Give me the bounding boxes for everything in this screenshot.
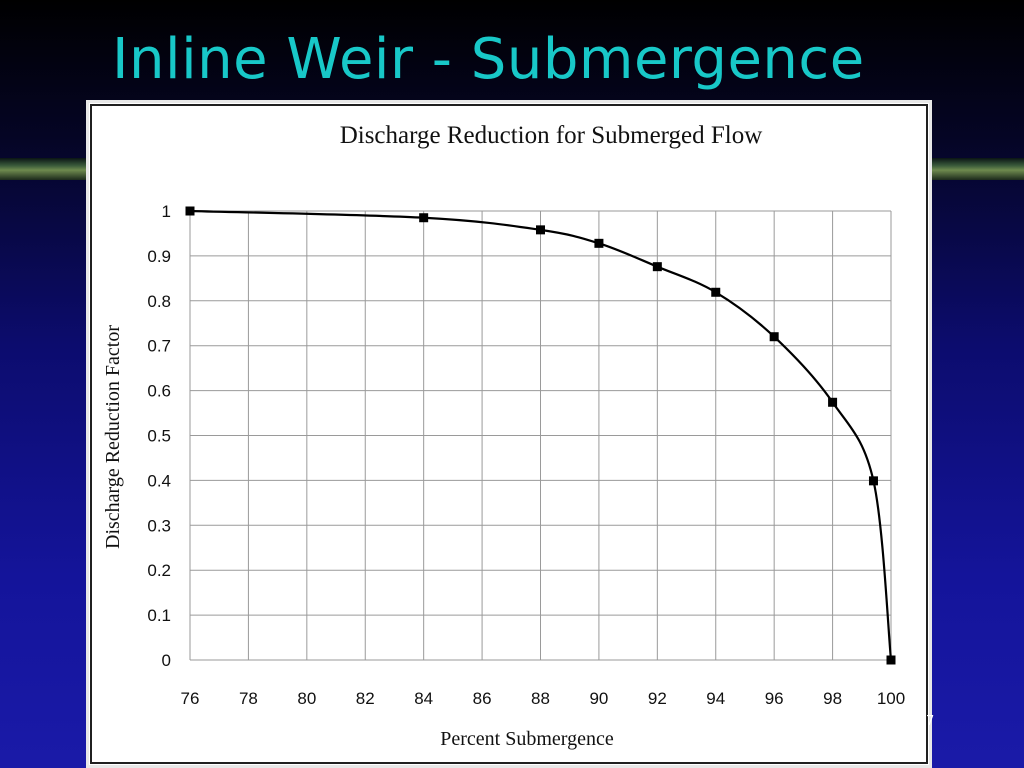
data-point-marker xyxy=(419,213,429,223)
slide-title: Inline Weir - Submergence xyxy=(112,27,865,92)
x-tick-label: 94 xyxy=(706,689,725,708)
data-point-marker xyxy=(594,238,604,248)
y-tick-label: 1 xyxy=(162,202,171,221)
data-point-marker xyxy=(828,397,838,407)
x-tick-label: 76 xyxy=(181,689,200,708)
x-tick-label: 96 xyxy=(765,689,784,708)
x-tick-label: 98 xyxy=(823,689,842,708)
chart-frame: Discharge Reduction for Submerged Flow 7… xyxy=(86,100,932,768)
data-point-marker xyxy=(711,287,721,297)
x-tick-label: 80 xyxy=(297,689,316,708)
y-tick-label: 0.2 xyxy=(147,561,171,580)
series xyxy=(185,206,896,665)
page-number: 7 xyxy=(926,714,935,729)
chart-title: Discharge Reduction for Submerged Flow xyxy=(340,122,763,149)
y-tick-label: 0.8 xyxy=(147,292,171,311)
x-tick-label: 82 xyxy=(356,689,375,708)
data-point-marker xyxy=(769,332,779,342)
y-tick-label: 0.4 xyxy=(147,471,171,490)
y-tick-label: 0.6 xyxy=(147,382,171,401)
title-rule-left xyxy=(0,158,88,180)
data-point-marker xyxy=(652,262,662,272)
y-tick-label: 0.1 xyxy=(147,606,171,625)
data-point-marker xyxy=(536,225,545,235)
title-rule-right xyxy=(930,158,1024,180)
y-axis-label: Discharge Reduction Factor xyxy=(102,325,124,549)
data-point-marker xyxy=(868,476,878,486)
y-tick-label: 0.9 xyxy=(147,247,171,266)
chart: Discharge Reduction for Submerged Flow 7… xyxy=(102,122,905,750)
x-axis-label: Percent Submergence xyxy=(440,728,614,750)
x-tick-label: 100 xyxy=(877,689,905,708)
y-tick-label: 0 xyxy=(162,651,171,670)
y-tick-label: 0.7 xyxy=(147,337,171,356)
x-tick-label: 90 xyxy=(589,689,608,708)
x-tick-label: 78 xyxy=(239,689,258,708)
x-tick-label: 88 xyxy=(531,689,550,708)
data-point-marker xyxy=(886,655,896,665)
x-tick-label: 86 xyxy=(473,689,492,708)
y-tick-label: 0.5 xyxy=(147,427,171,446)
x-tick-label: 92 xyxy=(648,689,667,708)
tick-labels: 76 78 80 82 84 86 88 90 92 94 96 98 100 0 0.1 0.2 0.3 0.4… xyxy=(147,202,905,708)
grid xyxy=(189,210,892,661)
y-tick-label: 0.3 xyxy=(147,516,171,535)
data-point-marker xyxy=(185,206,195,216)
x-tick-label: 84 xyxy=(414,689,433,708)
